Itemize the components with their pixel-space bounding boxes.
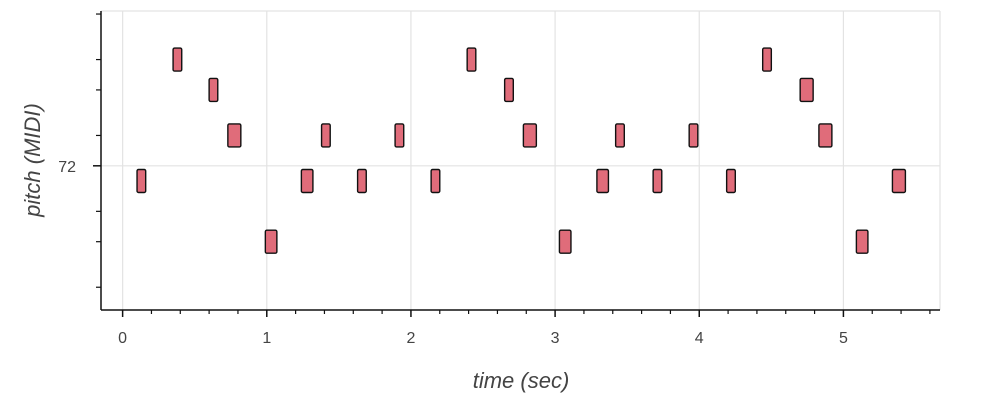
x-tick-label: 2 xyxy=(406,330,415,347)
note-bar xyxy=(818,123,833,148)
note-bar xyxy=(688,123,699,148)
note-bar xyxy=(356,168,367,194)
note-bar xyxy=(799,77,814,103)
x-tick-label: 4 xyxy=(695,330,704,347)
note-bars xyxy=(136,47,907,254)
note-bar xyxy=(394,123,405,148)
note-bar xyxy=(227,123,242,148)
note-bar xyxy=(136,168,147,194)
x-axis-label: time (sec) xyxy=(473,368,570,393)
note-bar xyxy=(614,123,625,148)
x-axis-ticks: 0 1 2 3 4 5 xyxy=(118,310,931,347)
note-bar xyxy=(264,229,278,254)
x-tick-label: 5 xyxy=(839,330,848,347)
note-bar xyxy=(208,77,219,103)
note-bar xyxy=(320,123,331,148)
note-bar xyxy=(466,47,477,72)
x-tick-label: 3 xyxy=(551,330,560,347)
note-bar xyxy=(503,77,514,103)
note-bar xyxy=(652,168,663,194)
note-bar xyxy=(522,123,538,148)
x-tick-label: 0 xyxy=(118,330,127,347)
note-bar xyxy=(891,168,907,194)
y-tick-label: 72 xyxy=(58,159,76,176)
note-bar xyxy=(596,168,610,194)
note-bar xyxy=(172,47,183,72)
grid-lines xyxy=(101,10,941,310)
note-bar xyxy=(725,168,736,194)
y-axis-ticks: 72 xyxy=(58,13,101,288)
note-bar xyxy=(430,168,441,194)
note-bar xyxy=(558,229,572,254)
note-bar xyxy=(300,168,314,194)
x-tick-label: 1 xyxy=(262,330,271,347)
y-axis-label: pitch (MIDI) xyxy=(20,103,45,218)
note-bar xyxy=(855,229,869,254)
note-bar xyxy=(761,47,773,72)
